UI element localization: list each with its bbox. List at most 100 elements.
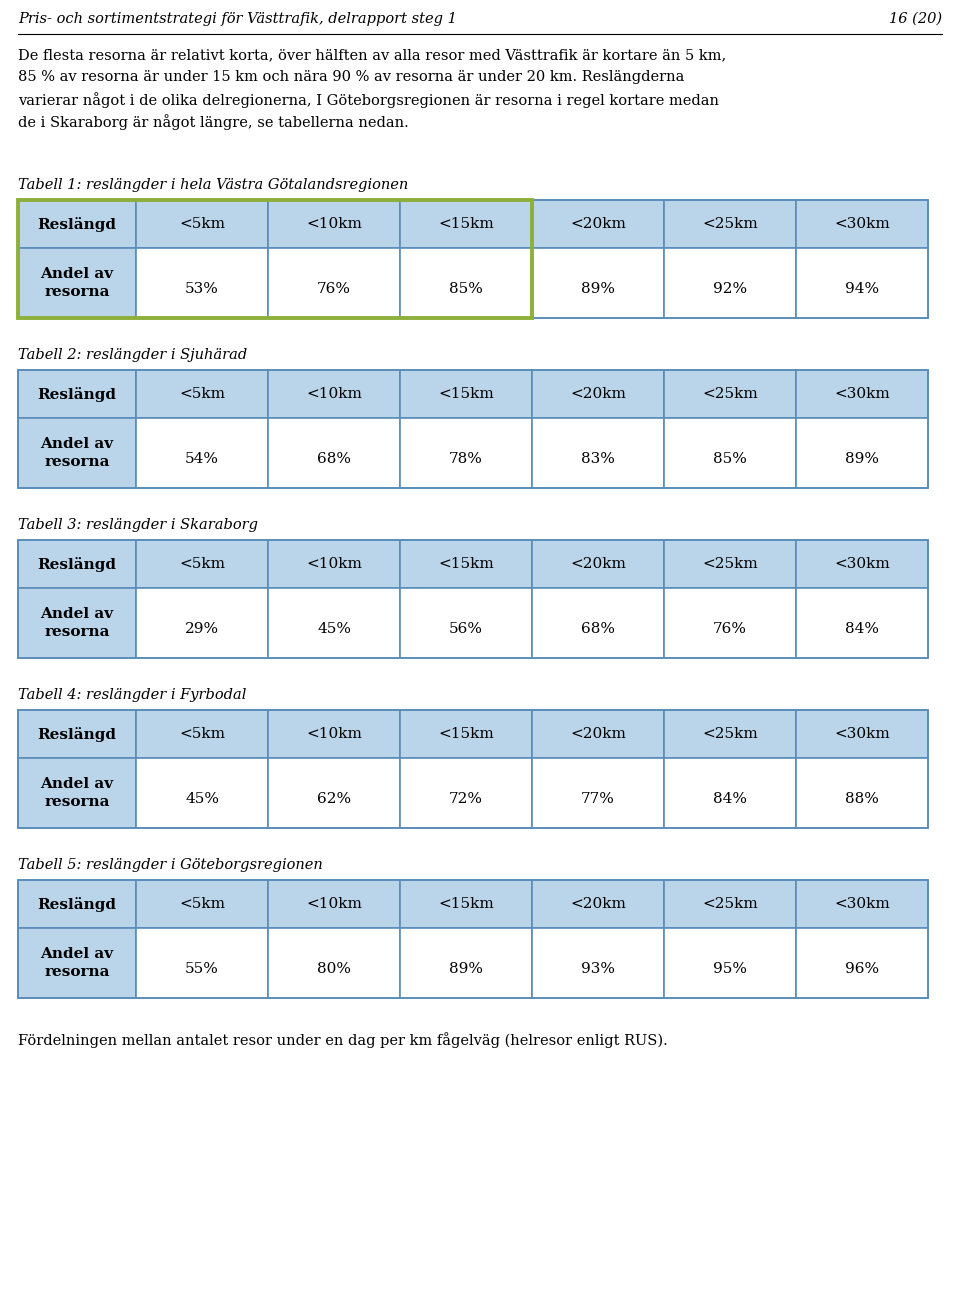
Text: <25km: <25km: [702, 897, 757, 911]
Text: <20km: <20km: [570, 557, 626, 572]
Bar: [400, 928, 532, 999]
Bar: [136, 200, 268, 248]
Bar: [268, 200, 400, 248]
Text: 96%: 96%: [845, 962, 879, 976]
Text: 95%: 95%: [713, 962, 747, 976]
Text: varierar något i de olika delregionerna, I Göteborgsregionen är resorna i regel : varierar något i de olika delregionerna,…: [18, 92, 719, 108]
Bar: [796, 710, 928, 758]
Text: <10km: <10km: [306, 897, 362, 911]
Bar: [664, 248, 796, 318]
Bar: [400, 371, 532, 418]
Text: Fördelningen mellan antalet resor under en dag per km fågelväg (helresor enligt : Fördelningen mellan antalet resor under …: [18, 1031, 668, 1047]
Text: resorna: resorna: [44, 285, 109, 300]
Text: resorna: resorna: [44, 625, 109, 639]
Text: <20km: <20km: [570, 217, 626, 231]
Text: Reslängd: Reslängd: [37, 557, 116, 572]
Text: 16 (20): 16 (20): [889, 12, 942, 26]
Bar: [136, 540, 268, 587]
Text: <10km: <10km: [306, 557, 362, 572]
Bar: [532, 758, 664, 828]
Bar: [664, 758, 796, 828]
Text: <20km: <20km: [570, 727, 626, 741]
Bar: [532, 418, 664, 487]
Text: <10km: <10km: [306, 217, 362, 231]
Text: Reslängd: Reslängd: [37, 727, 116, 741]
Text: Reslängd: Reslängd: [37, 217, 116, 231]
Text: 53%: 53%: [185, 283, 219, 296]
Text: Tabell 1: reslängder i hela Västra Götalandsregionen: Tabell 1: reslängder i hela Västra Götal…: [18, 177, 408, 192]
Text: 68%: 68%: [317, 452, 351, 466]
Bar: [18, 587, 136, 658]
Text: Tabell 3: reslängder i Skaraborg: Tabell 3: reslängder i Skaraborg: [18, 518, 258, 532]
Text: 94%: 94%: [845, 283, 879, 296]
Bar: [400, 418, 532, 487]
Bar: [664, 710, 796, 758]
Text: 89%: 89%: [449, 962, 483, 976]
Text: Reslängd: Reslängd: [37, 386, 116, 402]
Text: 83%: 83%: [581, 452, 615, 466]
Text: 55%: 55%: [185, 962, 219, 976]
Bar: [532, 587, 664, 658]
Bar: [18, 248, 136, 318]
Text: <10km: <10km: [306, 388, 362, 401]
Text: <30km: <30km: [834, 557, 890, 572]
Bar: [664, 200, 796, 248]
Text: resorna: resorna: [44, 455, 109, 469]
Bar: [532, 200, 664, 248]
Bar: [400, 587, 532, 658]
Bar: [664, 371, 796, 418]
Text: <15km: <15km: [438, 557, 493, 572]
Bar: [268, 587, 400, 658]
Bar: [18, 710, 928, 828]
Text: <20km: <20km: [570, 897, 626, 911]
Text: Andel av: Andel av: [40, 777, 113, 791]
Text: <15km: <15km: [438, 217, 493, 231]
Text: 84%: 84%: [845, 622, 879, 636]
Bar: [18, 418, 136, 487]
Text: Reslängd: Reslängd: [37, 896, 116, 912]
Bar: [136, 880, 268, 928]
Bar: [400, 880, 532, 928]
Text: <5km: <5km: [179, 897, 225, 911]
Bar: [18, 880, 928, 999]
Bar: [268, 880, 400, 928]
Text: Andel av: Andel av: [40, 947, 113, 961]
Bar: [136, 928, 268, 999]
Text: <25km: <25km: [702, 557, 757, 572]
Bar: [268, 710, 400, 758]
Bar: [532, 928, 664, 999]
Bar: [400, 710, 532, 758]
Text: <5km: <5km: [179, 557, 225, 572]
Text: <5km: <5km: [179, 727, 225, 741]
Text: 62%: 62%: [317, 792, 351, 805]
Text: Tabell 2: reslängder i Sjuhärad: Tabell 2: reslängder i Sjuhärad: [18, 348, 248, 361]
Text: <25km: <25km: [702, 727, 757, 741]
Text: 54%: 54%: [185, 452, 219, 466]
Bar: [400, 758, 532, 828]
Bar: [18, 200, 532, 318]
Text: De flesta resorna är relativt korta, över hälften av alla resor med Västtrafik ä: De flesta resorna är relativt korta, öve…: [18, 49, 727, 62]
Bar: [664, 418, 796, 487]
Bar: [664, 587, 796, 658]
Text: 85%: 85%: [449, 283, 483, 296]
Bar: [18, 200, 136, 248]
Bar: [664, 880, 796, 928]
Text: Andel av: Andel av: [40, 607, 113, 622]
Text: 80%: 80%: [317, 962, 351, 976]
Bar: [136, 758, 268, 828]
Text: <20km: <20km: [570, 388, 626, 401]
Bar: [796, 418, 928, 487]
Bar: [136, 418, 268, 487]
Text: 72%: 72%: [449, 792, 483, 805]
Text: 56%: 56%: [449, 622, 483, 636]
Text: 76%: 76%: [317, 283, 351, 296]
Bar: [268, 248, 400, 318]
Text: <5km: <5km: [179, 217, 225, 231]
Text: <10km: <10km: [306, 727, 362, 741]
Bar: [268, 540, 400, 587]
Text: 89%: 89%: [845, 452, 879, 466]
Bar: [796, 371, 928, 418]
Text: 89%: 89%: [581, 283, 615, 296]
Bar: [136, 710, 268, 758]
Text: Andel av: Andel av: [40, 267, 113, 281]
